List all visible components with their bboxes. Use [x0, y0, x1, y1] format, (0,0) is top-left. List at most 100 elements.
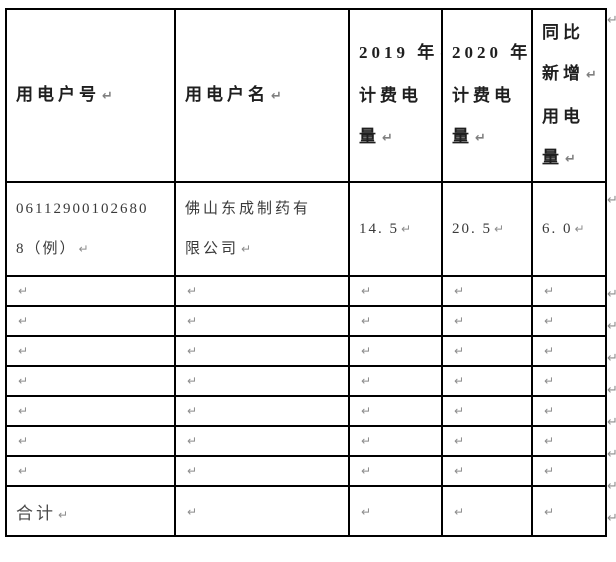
empty-cell-2019[interactable]: ↵ [348, 365, 443, 397]
cell-total-2019[interactable]: ↵ [348, 485, 443, 537]
paragraph-mark-icon: ↵ [544, 434, 555, 448]
empty-cell-2019[interactable]: ↵ [348, 455, 443, 487]
end-of-row-mark-icon: ↵ [607, 351, 616, 366]
total-label: 合计 [16, 503, 56, 523]
paragraph-mark-icon: ↵ [454, 284, 465, 298]
paragraph-mark-icon: ↵ [78, 242, 89, 256]
empty-cell-2020[interactable]: ↵ [441, 455, 533, 487]
empty-cell-account-name[interactable]: ↵ [174, 395, 350, 427]
table-header-body: 用电户号↵ 用电户名↵ 2019 年↵ 计费电 量↵ 2020 年↵ 计费电 量… [5, 8, 607, 277]
empty-cell-account-name[interactable]: ↵ [174, 425, 350, 457]
empty-cell-increase[interactable]: ↵ [531, 395, 607, 427]
cell-2020-value[interactable]: 20. 5 ↵ [441, 181, 533, 277]
empty-table-row: ↵ ↵ ↵ ↵ ↵ [5, 395, 607, 427]
paragraph-mark-icon: ↵ [18, 404, 29, 418]
empty-cell-increase[interactable]: ↵ [531, 305, 607, 337]
paragraph-mark-icon: ↵ [544, 374, 555, 388]
empty-cell-2019[interactable]: ↵ [348, 425, 443, 457]
paragraph-mark-icon: ↵ [361, 464, 372, 478]
value-2019: 14. 5 [359, 221, 399, 237]
value-increase: 6. 0 [542, 221, 573, 237]
empty-cell-account-name[interactable]: ↵ [174, 365, 350, 397]
cell-account-number[interactable]: 06112900102680 8（例） ↵ [5, 181, 176, 277]
account-number-line1: 06112900102680 [16, 201, 149, 217]
paragraph-mark-icon: ↵ [565, 151, 576, 167]
cell-increase-value[interactable]: 6. 0 ↵ [531, 181, 607, 277]
paragraph-mark-icon: ↵ [454, 434, 465, 448]
header-label-2020-line1: 2020 年 [452, 43, 532, 62]
empty-cell-2020[interactable]: ↵ [441, 425, 533, 457]
cell-2019-value[interactable]: 14. 5 ↵ [348, 181, 443, 277]
paragraph-mark-icon: ↵ [361, 284, 372, 298]
empty-cell-2020[interactable]: ↵ [441, 305, 533, 337]
paragraph-mark-icon: ↵ [18, 464, 29, 478]
empty-cell-account-name[interactable]: ↵ [174, 305, 350, 337]
paragraph-mark-icon: ↵ [544, 314, 555, 328]
paragraph-mark-icon: ↵ [361, 344, 372, 358]
paragraph-mark-icon: ↵ [544, 464, 555, 478]
cell-total-increase[interactable]: ↵ [531, 485, 607, 537]
cell-total-label[interactable]: 合计 ↵ [5, 485, 176, 537]
empty-cell-2020[interactable]: ↵ [441, 395, 533, 427]
empty-cell-increase[interactable]: ↵ [531, 365, 607, 397]
value-2020: 20. 5 [452, 221, 492, 237]
header-label-increase-line3: 用电 [542, 106, 584, 126]
header-cell-2020-billing[interactable]: 2020 年↵ 计费电 量↵ [441, 8, 533, 183]
end-of-row-mark-icon: ↵ [607, 13, 616, 28]
empty-cell-increase[interactable]: ↵ [531, 425, 607, 457]
empty-cell-account-number[interactable]: ↵ [5, 425, 176, 457]
empty-cell-account-number[interactable]: ↵ [5, 305, 176, 337]
header-label-increase-line1: 同比 [542, 22, 584, 42]
paragraph-mark-icon: ↵ [18, 434, 29, 448]
end-of-row-mark-icon: ↵ [607, 193, 616, 208]
header-label-2019-line3: 量 [359, 127, 380, 146]
empty-cell-account-number[interactable]: ↵ [5, 335, 176, 367]
empty-table-row: ↵ ↵ ↵ ↵ ↵ [5, 425, 607, 457]
cell-account-name[interactable]: 佛山东成制药有 限公司 ↵ [174, 181, 350, 277]
empty-cell-increase[interactable]: ↵ [531, 335, 607, 367]
paragraph-mark-icon: ↵ [187, 434, 198, 448]
empty-cell-account-name[interactable]: ↵ [174, 335, 350, 367]
empty-cell-2020[interactable]: ↵ [441, 275, 533, 307]
header-cell-account-number[interactable]: 用电户号 ↵ [5, 8, 176, 183]
empty-table-row: ↵ ↵ ↵ ↵ ↵ [5, 455, 607, 487]
empty-cell-2019[interactable]: ↵ [348, 275, 443, 307]
empty-table-row: ↵ ↵ ↵ ↵ ↵ [5, 365, 607, 397]
header-cell-yoy-increase[interactable]: 同比 新增 ↵ 用电 量 ↵ [531, 8, 607, 183]
paragraph-mark-icon: ↵ [454, 505, 465, 519]
account-name-line1: 佛山东成制药有 [185, 201, 312, 217]
end-of-row-mark-icon: ↵ [607, 447, 616, 462]
empty-cell-increase[interactable]: ↵ [531, 275, 607, 307]
paragraph-mark-icon: ↵ [18, 344, 29, 358]
empty-cell-2020[interactable]: ↵ [441, 335, 533, 367]
empty-cell-account-name[interactable]: ↵ [174, 275, 350, 307]
end-of-row-mark-icon: ↵ [607, 319, 616, 334]
empty-cell-account-name[interactable]: ↵ [174, 455, 350, 487]
empty-cell-account-number[interactable]: ↵ [5, 275, 176, 307]
paragraph-mark-icon: ↵ [544, 284, 555, 298]
empty-cell-2020[interactable]: ↵ [441, 365, 533, 397]
paragraph-mark-icon: ↵ [382, 131, 393, 146]
paragraph-mark-icon: ↵ [18, 374, 29, 388]
header-cell-account-name[interactable]: 用电户名 ↵ [174, 8, 350, 183]
header-cell-2019-billing[interactable]: 2019 年↵ 计费电 量↵ [348, 8, 443, 183]
empty-cell-account-number[interactable]: ↵ [5, 455, 176, 487]
end-of-row-mark-icon: ↵ [607, 415, 616, 430]
cell-total-2020[interactable]: ↵ [441, 485, 533, 537]
account-name-line2: 限公司 [185, 241, 240, 257]
paragraph-mark-icon: ↵ [361, 314, 372, 328]
paragraph-mark-icon: ↵ [475, 131, 486, 146]
header-label-account-name: 用电户名 [185, 85, 269, 104]
empty-cell-2019[interactable]: ↵ [348, 305, 443, 337]
paragraph-mark-icon: ↵ [102, 89, 113, 104]
empty-rows-section: ↵ ↵ ↵ ↵ ↵ ↵ ↵ ↵ ↵ ↵ ↵ ↵ ↵ ↵ ↵ ↵ ↵ ↵ ↵ ↵ [5, 275, 607, 487]
end-of-row-mark-icon: ↵ [607, 479, 616, 494]
empty-cell-2019[interactable]: ↵ [348, 335, 443, 367]
empty-cell-account-number[interactable]: ↵ [5, 365, 176, 397]
cell-total-name[interactable]: ↵ [174, 485, 350, 537]
paragraph-mark-icon: ↵ [18, 314, 29, 328]
empty-cell-increase[interactable]: ↵ [531, 455, 607, 487]
empty-cell-account-number[interactable]: ↵ [5, 395, 176, 427]
empty-cell-2019[interactable]: ↵ [348, 395, 443, 427]
